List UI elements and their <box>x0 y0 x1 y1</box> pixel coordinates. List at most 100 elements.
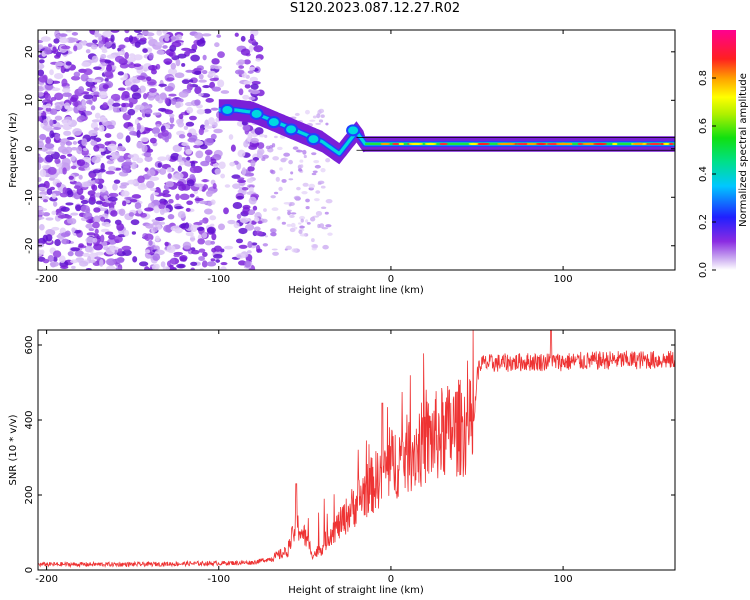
noise-speckle <box>71 32 79 36</box>
noise-speckle <box>174 227 183 234</box>
noise-speckle <box>179 193 190 201</box>
noise-speckle <box>179 255 188 261</box>
noise-speckle <box>38 206 45 211</box>
noise-speckle <box>320 114 325 118</box>
noise-speckle <box>273 191 279 195</box>
noise-speckle <box>58 37 69 44</box>
trace-hotspot <box>392 142 400 146</box>
noise-speckle <box>144 233 154 242</box>
noise-speckle <box>49 186 56 191</box>
bottom-ytick-label-2: 400 <box>24 410 35 429</box>
noise-speckle <box>149 137 157 144</box>
noise-speckle <box>40 36 51 42</box>
noise-speckle <box>108 98 114 106</box>
noise-speckle <box>270 231 277 237</box>
noise-speckle <box>38 44 44 49</box>
noise-speckle <box>65 202 74 206</box>
noise-speckle <box>321 227 329 230</box>
noise-speckle <box>100 162 105 171</box>
noise-speckle <box>144 266 150 270</box>
noise-speckle <box>175 101 181 109</box>
noise-speckle <box>134 41 141 48</box>
noise-speckle <box>166 167 173 173</box>
noise-speckle <box>277 146 283 151</box>
noise-speckle <box>291 248 298 253</box>
noise-speckle <box>70 165 77 170</box>
noise-speckle <box>73 185 81 190</box>
noise-speckle <box>150 193 155 202</box>
noise-speckle <box>184 222 190 229</box>
noise-speckle <box>159 221 166 225</box>
noise-speckle <box>60 206 70 212</box>
snr-series-line <box>38 330 675 569</box>
noise-speckle <box>85 207 91 214</box>
noise-speckle <box>38 141 45 148</box>
noise-speckle <box>181 47 191 52</box>
noise-speckle <box>282 157 288 161</box>
noise-speckle <box>210 258 216 262</box>
noise-speckle <box>183 125 189 130</box>
noise-speckle <box>210 240 216 245</box>
noise-speckle <box>265 145 271 150</box>
noise-speckle <box>203 108 212 114</box>
noise-speckle <box>278 186 283 192</box>
noise-speckle <box>164 241 169 247</box>
noise-speckle <box>294 226 298 230</box>
noise-speckle <box>141 111 147 118</box>
noise-speckle <box>146 180 155 189</box>
noise-speckle <box>133 63 142 67</box>
noise-speckle <box>55 61 64 67</box>
noise-speckle <box>144 249 151 254</box>
colorbar-tick-label-2: 0.4 <box>698 166 709 182</box>
noise-speckle <box>283 152 291 157</box>
noise-speckle <box>190 261 198 267</box>
noise-speckle <box>198 73 204 80</box>
noise-speckle <box>186 106 194 114</box>
trace-hotspot <box>632 142 644 146</box>
noise-speckle <box>152 253 161 261</box>
noise-speckle <box>211 58 220 65</box>
noise-speckle <box>49 130 55 139</box>
noise-speckle <box>39 133 47 141</box>
noise-speckle <box>118 44 126 49</box>
noise-speckle <box>94 178 99 183</box>
noise-speckle <box>215 259 221 263</box>
noise-speckle <box>117 50 124 56</box>
colorbar-label: Normalized spectral amplitude <box>738 73 749 227</box>
noise-speckle <box>92 87 97 92</box>
noise-speckle <box>169 257 180 265</box>
noise-speckle <box>186 200 193 206</box>
noise-speckle <box>199 219 206 224</box>
noise-speckle <box>65 61 72 66</box>
noise-speckle <box>299 159 304 163</box>
noise-speckle <box>298 168 303 172</box>
noise-speckle <box>178 113 184 120</box>
noise-speckle <box>325 198 333 204</box>
noise-speckle <box>144 207 154 212</box>
noise-speckle <box>42 212 51 217</box>
noise-speckle <box>197 238 205 245</box>
noise-speckle <box>84 245 93 253</box>
noise-speckle <box>50 262 57 268</box>
noise-speckle <box>45 136 52 145</box>
noise-speckle <box>167 173 172 179</box>
noise-speckle <box>97 35 103 42</box>
noise-speckle <box>315 122 322 125</box>
noise-speckle <box>207 201 212 207</box>
noise-speckle <box>214 168 221 175</box>
noise-speckle <box>159 168 167 175</box>
noise-speckle <box>92 221 100 229</box>
noise-speckle <box>70 97 78 103</box>
noise-speckle <box>185 207 191 212</box>
noise-speckle <box>154 42 165 46</box>
figure-title: S120.2023.087.12.27.R02 <box>289 1 461 16</box>
noise-speckle <box>39 224 45 231</box>
noise-speckle <box>314 164 321 169</box>
noise-speckle <box>203 208 213 215</box>
noise-speckle <box>327 232 333 236</box>
noise-speckle <box>168 93 177 97</box>
noise-speckle <box>72 141 78 145</box>
noise-speckle <box>243 80 252 85</box>
noise-speckle <box>93 127 100 131</box>
noise-speckle <box>42 104 47 109</box>
